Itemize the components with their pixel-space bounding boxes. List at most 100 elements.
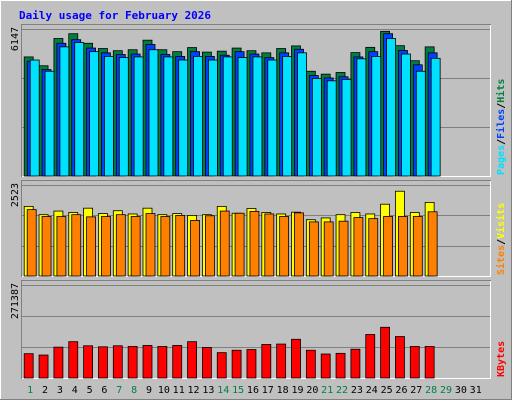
bar-sites	[294, 212, 304, 277]
bar-pages	[44, 70, 55, 177]
legend-part-1: /	[496, 239, 507, 245]
x-tick-label: 12	[188, 385, 200, 396]
bar-sites	[249, 211, 260, 277]
bar-pages	[89, 51, 99, 177]
x-tick-label: 24	[366, 385, 378, 396]
bar-sites	[175, 215, 186, 277]
bar-pages	[222, 56, 233, 177]
x-tick-label: 16	[247, 385, 259, 396]
bar-kbytes	[127, 346, 138, 379]
x-tick-label: 11	[173, 385, 185, 396]
bar-kbytes	[276, 343, 287, 379]
x-tick-label: 20	[306, 385, 318, 396]
bar-pages	[267, 59, 278, 177]
x-tick-label: 29	[440, 385, 452, 396]
legend-part-0: Sites	[495, 245, 507, 275]
bar-kbytes	[395, 336, 405, 379]
bar-pages	[178, 59, 189, 177]
legend-part-0: Pages	[496, 145, 507, 175]
bar-kbytes	[365, 334, 376, 379]
x-tick-label: 10	[158, 385, 170, 396]
bar-pages	[163, 56, 174, 177]
y-max-label: 2523	[10, 183, 21, 207]
bar-kbytes	[172, 345, 183, 379]
bar-pages	[29, 59, 40, 177]
bar-sites	[398, 216, 408, 277]
bar-sites	[412, 216, 423, 277]
legend-part-1: /	[496, 139, 507, 145]
bar-pages	[401, 53, 411, 177]
bar-kbytes	[261, 344, 272, 379]
bar-kbytes	[38, 354, 49, 379]
x-tick-label: 28	[425, 385, 437, 396]
bar-sites	[279, 216, 290, 277]
legend-part-4: Hits	[495, 79, 507, 103]
legend-part-3: /	[496, 103, 507, 109]
x-axis-labels: 1 2 3 4 5 6 7 8 9 10 11 12 13 14 15 16 17 18 19 20 21 22 23 24 2…	[27, 385, 482, 396]
bar-pages	[193, 56, 203, 177]
legend-label: Pages/Files/Hits	[495, 79, 507, 175]
bar-sites	[219, 210, 230, 277]
bar-kbytes	[112, 345, 123, 379]
x-tick-label: 26	[395, 385, 407, 396]
bar-sites	[71, 214, 82, 277]
bar-kbytes	[291, 338, 301, 379]
bar-pages	[297, 52, 307, 177]
bar-sites	[190, 220, 200, 277]
bar-kbytes	[142, 345, 153, 379]
bar-kbytes	[246, 349, 257, 379]
bar-sites	[427, 211, 438, 277]
legend-label: KBytes	[496, 341, 507, 377]
bar-kbytes	[157, 346, 168, 379]
bar-sites	[353, 217, 364, 277]
x-tick-label: 22	[336, 385, 348, 396]
bar-kbytes	[187, 341, 197, 379]
x-tick-label: 23	[351, 385, 363, 396]
x-tick-label: 25	[381, 385, 393, 396]
bar-pages	[59, 46, 70, 177]
x-tick-label: 18	[277, 385, 289, 396]
bar-pages	[415, 70, 426, 177]
bar-kbytes	[53, 346, 64, 379]
bar-kbytes	[424, 346, 435, 379]
bar-sites	[41, 216, 52, 277]
bar-pages	[252, 56, 263, 177]
bar-sites	[56, 216, 67, 277]
bar-sites	[368, 218, 379, 277]
bar-sites	[130, 216, 141, 277]
legend-label: Sites/Visits	[495, 203, 507, 275]
bar-pages	[104, 56, 114, 177]
x-tick-label: 17	[262, 385, 274, 396]
bar-kbytes	[216, 352, 227, 379]
x-tick-label: 15	[232, 385, 244, 396]
series-kbytes	[23, 326, 435, 379]
legend-part-2: Files	[495, 109, 507, 139]
bar-sites	[338, 220, 349, 277]
x-tick-label: 1	[27, 385, 33, 396]
bar-sites	[145, 213, 156, 277]
bar-pages	[148, 49, 159, 177]
y-max-label: 271387	[10, 283, 21, 319]
bar-pages	[207, 59, 218, 177]
chart-title: Daily usage for February 2026	[19, 9, 211, 22]
bar-sites	[234, 212, 245, 277]
bar-sites	[26, 209, 37, 277]
chart-panels: 6147Pages/Files/Hits2523Sites/Visits2713…	[10, 24, 507, 379]
series-pages	[29, 38, 441, 177]
y-max-label: 6147	[10, 27, 21, 51]
bar-sites	[160, 216, 171, 277]
x-tick-label: 2	[42, 385, 48, 396]
bar-sites	[383, 216, 394, 277]
bar-pages	[282, 56, 293, 177]
bar-sites	[86, 216, 96, 277]
legend-part-2: Visits	[495, 203, 507, 239]
bar-pages	[118, 57, 129, 177]
bar-sites	[115, 214, 126, 277]
x-tick-label: 19	[291, 385, 303, 396]
bar-pages	[371, 56, 382, 177]
bar-kbytes	[231, 349, 242, 379]
x-tick-label: 31	[470, 385, 482, 396]
